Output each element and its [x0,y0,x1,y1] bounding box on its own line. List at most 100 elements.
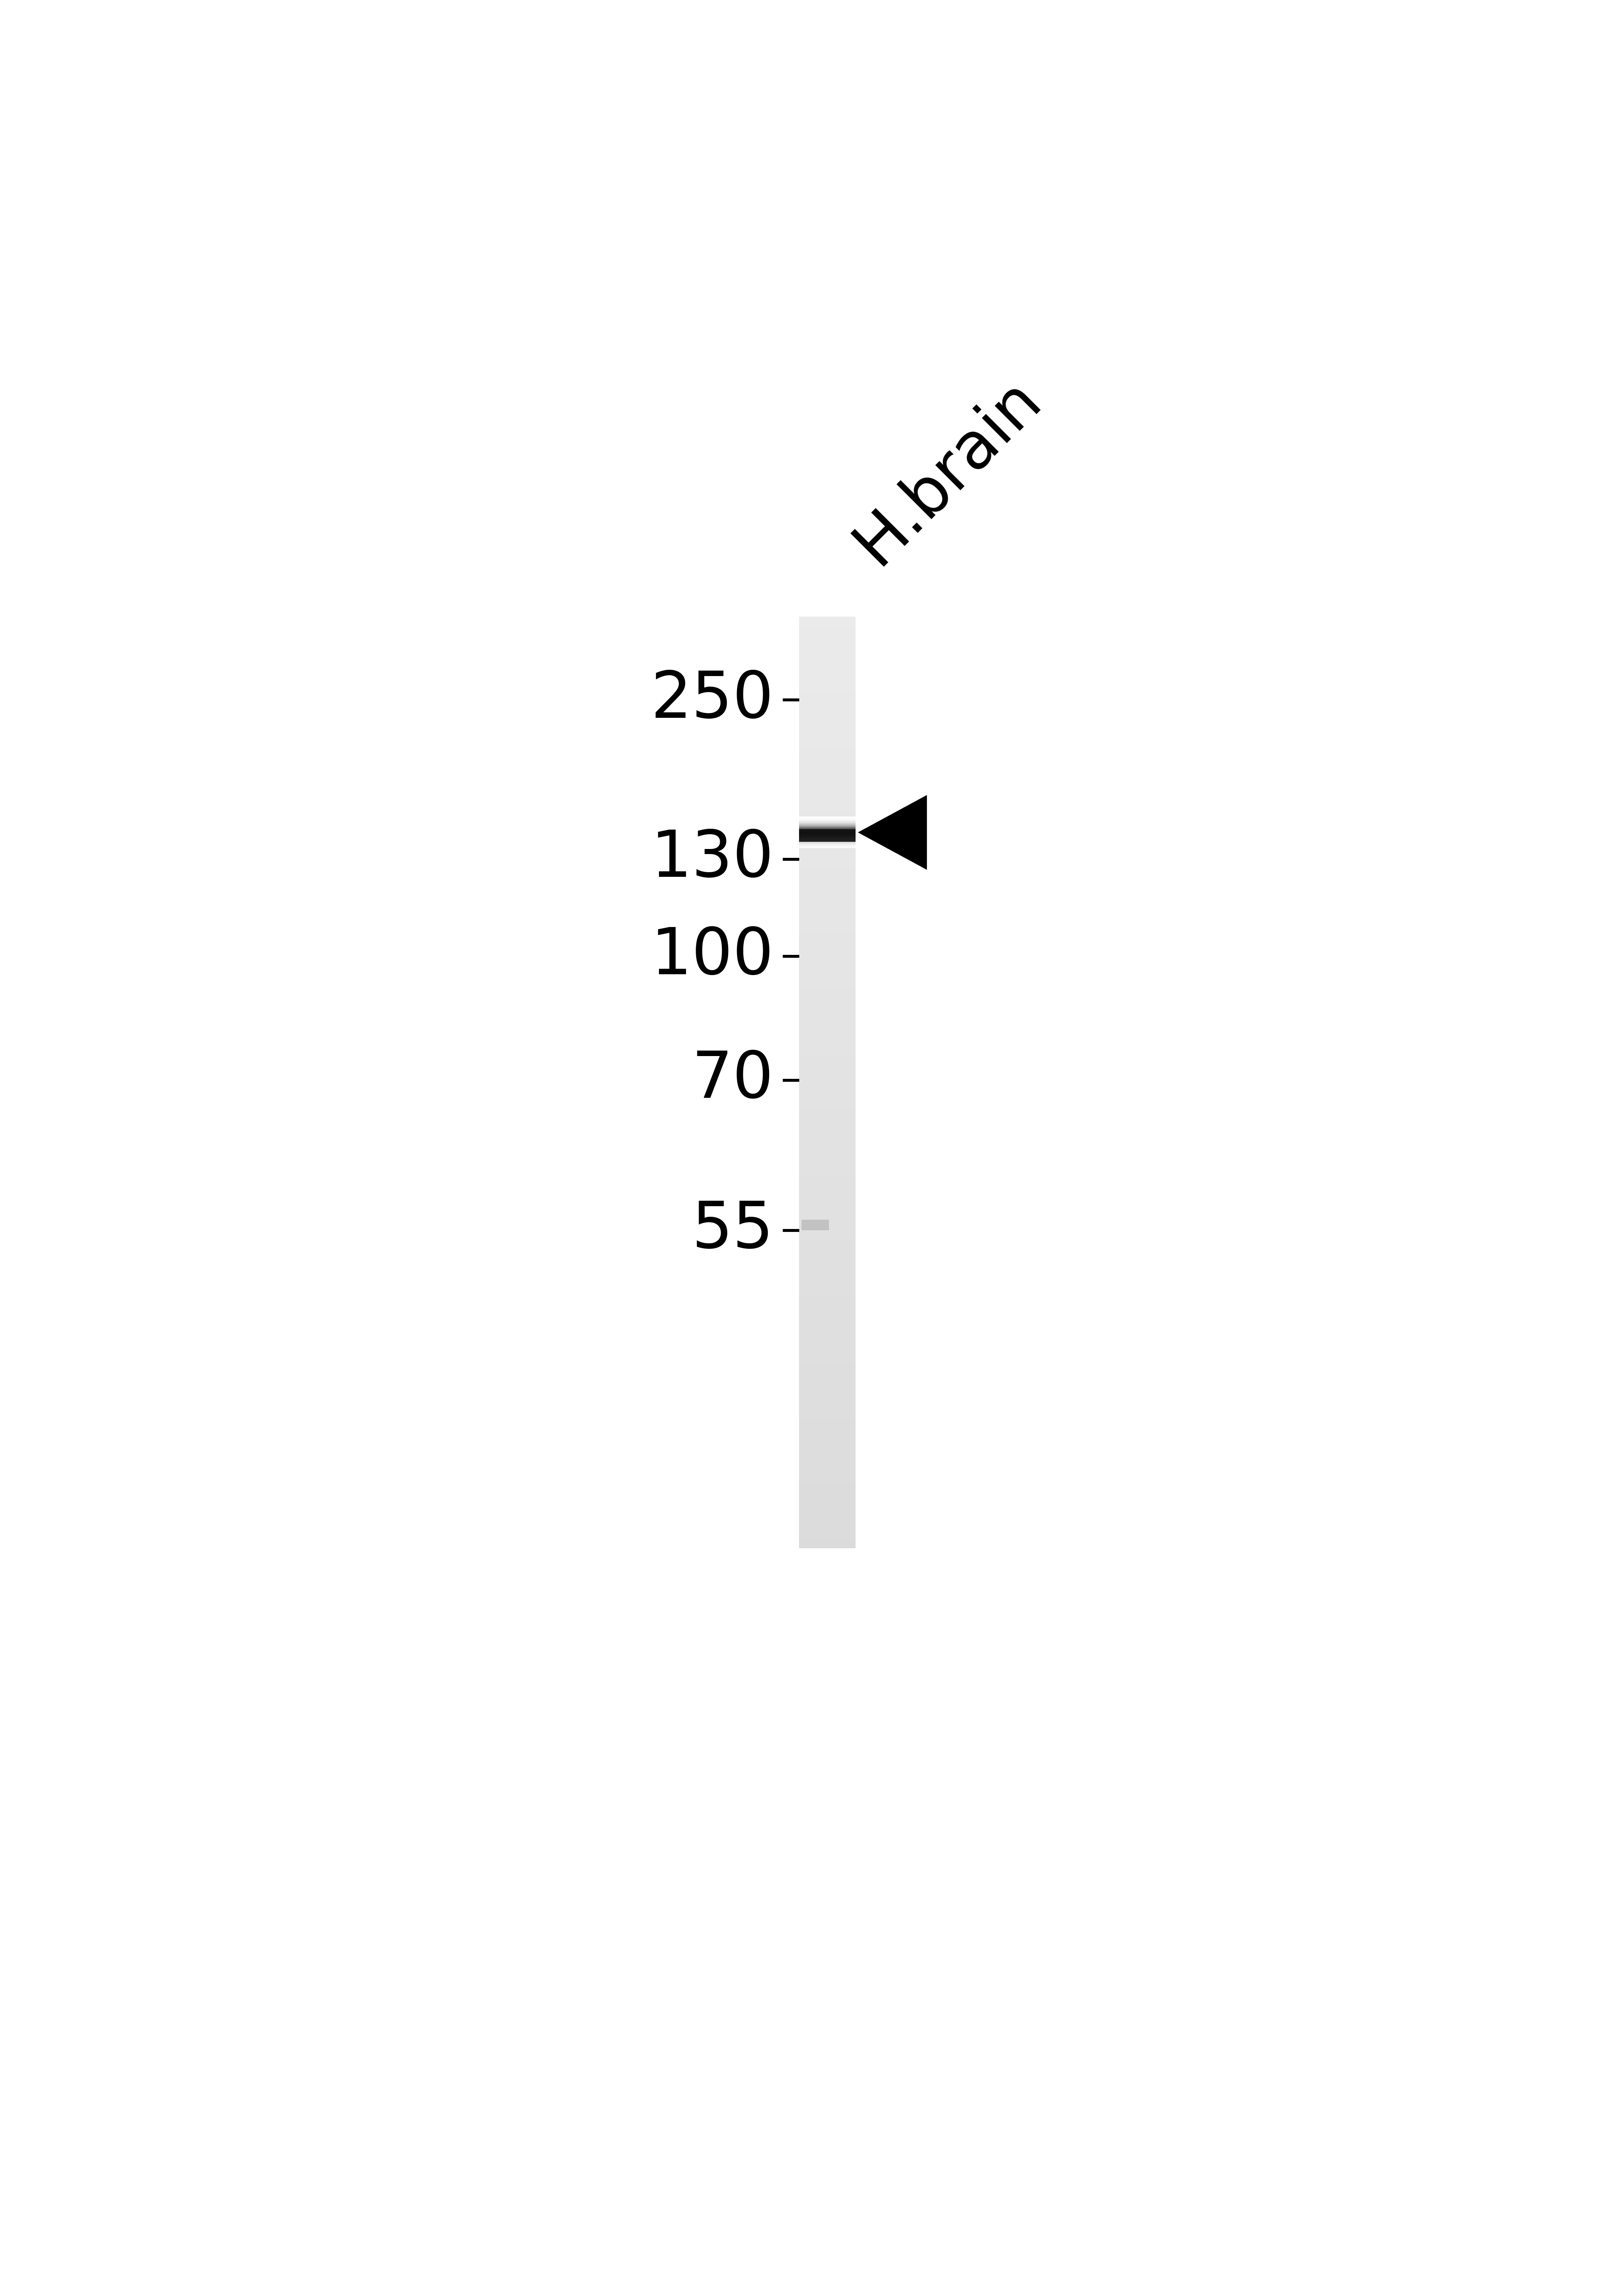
Bar [799,1446,855,1456]
Bar [799,737,855,746]
Bar [799,645,855,654]
Bar [799,999,855,1008]
Bar [799,905,855,914]
Bar [799,719,855,728]
Bar [799,1054,855,1063]
Bar [799,673,855,682]
Bar [799,627,855,636]
Bar [799,1288,855,1297]
Bar [799,1410,855,1419]
Bar [799,728,855,737]
Bar [799,1428,855,1437]
Bar [799,700,855,709]
Bar [799,990,855,999]
Bar [799,1063,855,1072]
Polygon shape [859,794,927,870]
Bar [799,691,855,700]
Bar [799,831,855,840]
Bar [799,654,855,664]
Bar [799,1502,855,1511]
Bar [799,1483,855,1492]
Text: 130: 130 [651,827,774,891]
Bar [799,1419,855,1428]
Bar [799,755,855,767]
Bar [799,767,855,776]
Bar [799,1279,855,1288]
Bar [799,1017,855,1026]
Bar [799,840,855,850]
Bar [799,1008,855,1017]
Bar [799,895,855,905]
Bar [799,636,855,645]
Bar [799,1185,855,1194]
Bar [799,1520,855,1529]
Bar [799,1194,855,1203]
Bar [799,1251,855,1261]
Bar [799,1093,855,1102]
Bar [799,1529,855,1538]
Bar [799,886,855,895]
Bar [799,934,855,944]
Bar [799,944,855,953]
Bar [799,1306,855,1316]
Bar [799,1538,855,1548]
Bar [799,682,855,691]
Bar [799,1139,855,1148]
Bar [799,1474,855,1483]
Bar [802,1219,829,1231]
Bar [799,1334,855,1343]
Bar [799,1316,855,1325]
Bar [799,813,855,822]
Bar [799,1240,855,1251]
Text: 55: 55 [692,1199,774,1261]
Bar [799,1026,855,1035]
Bar [799,1203,855,1212]
Bar [799,804,855,813]
Bar [799,1084,855,1093]
Bar [799,776,855,785]
Bar [799,953,855,962]
Bar [799,785,855,794]
Text: H.brain: H.brain [842,367,1053,576]
Bar [799,1035,855,1045]
Bar [799,1343,855,1352]
Bar [799,1398,855,1410]
Bar [799,1111,855,1120]
Bar [799,1166,855,1176]
Bar [799,1325,855,1334]
Bar [799,1511,855,1520]
Bar [799,914,855,925]
Bar [799,925,855,934]
Bar [799,1261,855,1270]
Bar [799,709,855,719]
Bar [799,822,855,831]
Bar [799,618,855,627]
Bar [799,868,855,877]
Bar [799,1045,855,1054]
Bar [799,1297,855,1306]
Bar [799,1389,855,1398]
Bar [799,971,855,980]
Bar [799,850,855,859]
Bar [799,746,855,755]
Bar [799,1130,855,1139]
Bar [799,1231,855,1240]
Bar [799,1437,855,1446]
Bar [799,962,855,971]
Text: 70: 70 [692,1049,774,1111]
Bar [799,1221,855,1231]
Bar [799,1176,855,1185]
Bar [799,1072,855,1084]
Bar [799,1212,855,1221]
Bar [799,1157,855,1166]
Bar [799,1352,855,1362]
Bar [799,877,855,886]
Bar [799,1148,855,1157]
Bar [799,829,855,843]
Bar [799,664,855,673]
Bar [799,1456,855,1465]
Bar [799,1465,855,1474]
Bar [799,1120,855,1130]
Bar [799,1362,855,1371]
Bar [799,1380,855,1389]
